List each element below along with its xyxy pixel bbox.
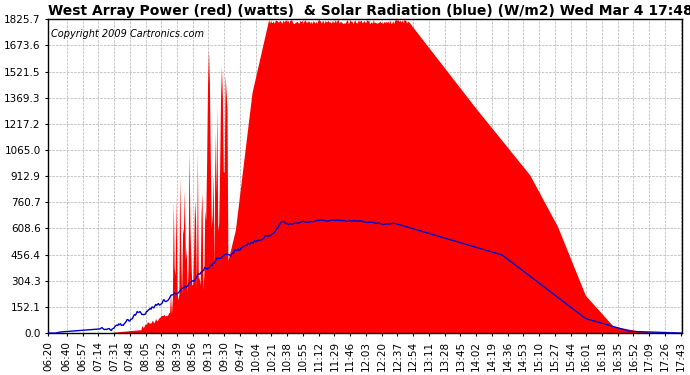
Text: Copyright 2009 Cartronics.com: Copyright 2009 Cartronics.com: [52, 29, 204, 39]
Text: West Array Power (red) (watts)  & Solar Radiation (blue) (W/m2) Wed Mar 4 17:48: West Array Power (red) (watts) & Solar R…: [48, 4, 690, 18]
